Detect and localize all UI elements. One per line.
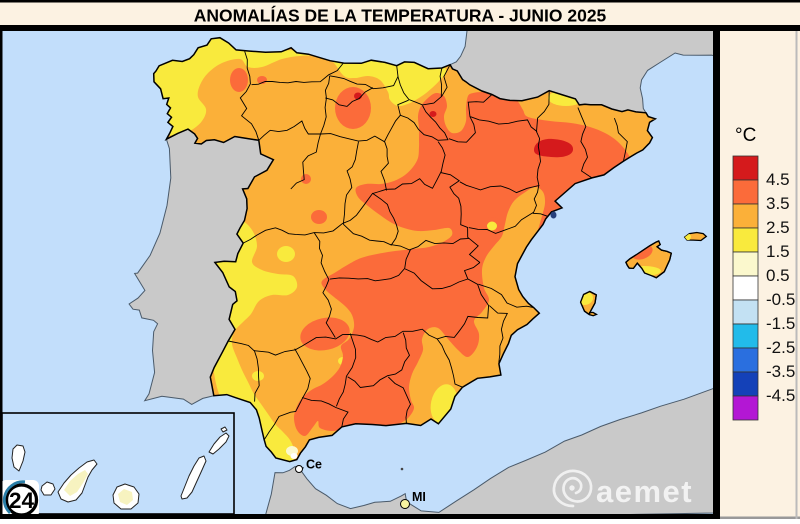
svg-text:ANOMALÍAS DE LA TEMPERATURA -: ANOMALÍAS DE LA TEMPERATURA - JUNIO 2025 xyxy=(194,5,607,26)
svg-text:4.5: 4.5 xyxy=(766,170,790,189)
svg-text:Ce: Ce xyxy=(306,458,322,472)
svg-text:3.5: 3.5 xyxy=(766,194,790,213)
svg-text:0.5: 0.5 xyxy=(766,266,790,285)
svg-text:-2.5: -2.5 xyxy=(766,338,795,357)
svg-text:aemet: aemet xyxy=(596,474,693,509)
svg-text:-0.5: -0.5 xyxy=(766,290,795,309)
svg-text:2.5: 2.5 xyxy=(766,218,790,237)
svg-text:°C: °C xyxy=(735,125,756,146)
svg-text:MI: MI xyxy=(412,490,426,504)
svg-text:-3.5: -3.5 xyxy=(766,362,795,381)
svg-text:1.5: 1.5 xyxy=(766,242,790,261)
svg-text:24: 24 xyxy=(9,488,35,513)
svg-text:-1.5: -1.5 xyxy=(766,314,795,333)
svg-text:-4.5: -4.5 xyxy=(766,386,795,405)
